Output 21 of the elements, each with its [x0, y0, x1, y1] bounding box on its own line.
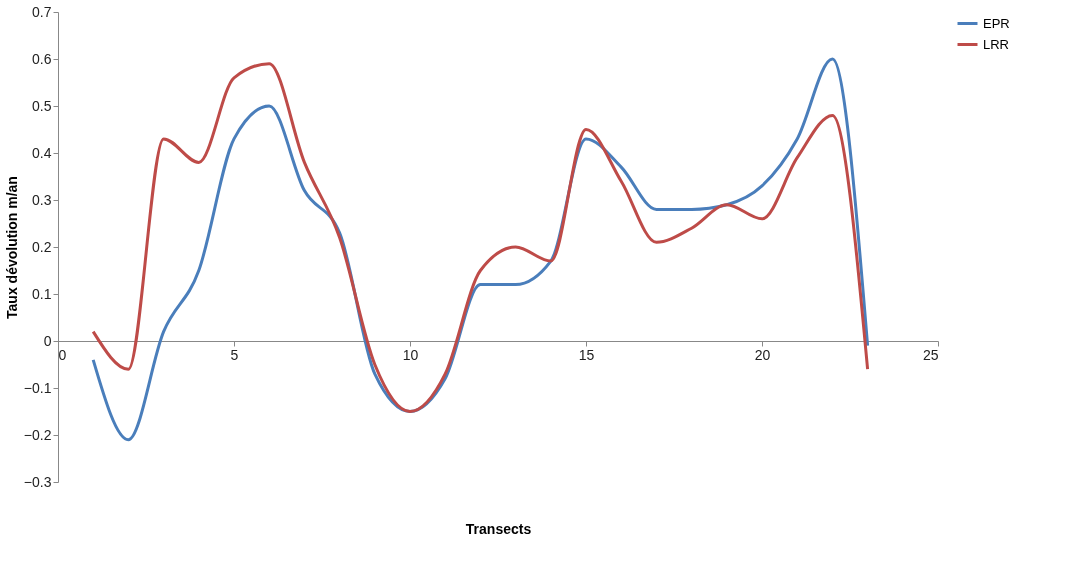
legend-label: LRR [983, 36, 1010, 52]
x-tick-label: 10 [402, 346, 419, 363]
y-tick-label: 0.4 [32, 144, 52, 161]
x-tick-label: 25 [922, 346, 939, 363]
y-tick-label: 0.7 [32, 3, 52, 20]
x-tick-label: 5 [230, 346, 239, 363]
y-tick-label: 0.5 [32, 97, 52, 114]
y-tick-label: −0.1 [23, 379, 52, 396]
x-tick-label: 0 [58, 346, 67, 363]
y-tick-label: 0.2 [32, 238, 52, 255]
y-tick-label: 0.6 [32, 50, 52, 67]
legend-label: EPR [983, 15, 1010, 31]
x-tick-label: 20 [754, 346, 771, 363]
y-tick-label: 0.1 [32, 285, 52, 302]
y-tick-label: −0.3 [23, 473, 52, 490]
y-tick-label: 0 [43, 332, 52, 349]
x-axis-title: Transects [465, 520, 532, 537]
x-tick-label: 15 [578, 346, 595, 363]
y-tick-label: −0.2 [23, 426, 52, 443]
y-axis-title: Taux dévolution m/an [3, 176, 20, 319]
y-tick-label: 0.3 [32, 191, 52, 208]
